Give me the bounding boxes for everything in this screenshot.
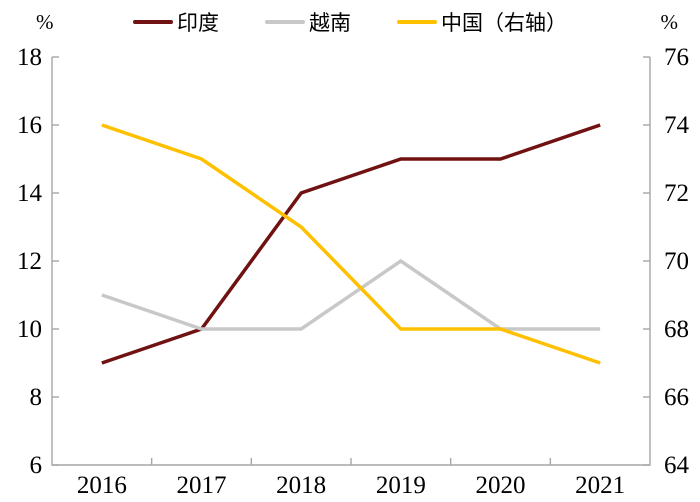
left-axis-tick-label: 18 [17, 44, 42, 71]
chart-header: % 印度 越南 中国（右轴） % [0, 6, 700, 38]
legend-item-vietnam: 越南 [265, 7, 351, 37]
left-axis-tick-label: 10 [17, 316, 42, 343]
right-axis-unit-label: % [660, 10, 679, 34]
legend: 印度 越南 中国（右轴） [0, 6, 700, 38]
china-series-line [101, 123, 601, 365]
legend-item-india: 印度 [133, 7, 219, 37]
right-axis-tick-label: 72 [664, 180, 689, 207]
china-legend-label: 中国（右轴） [441, 12, 567, 35]
x-axis-category-label: 2018 [276, 472, 326, 499]
right-axis-tick-label: 64 [664, 452, 690, 479]
india-legend-label: 印度 [177, 12, 219, 35]
india-line-swatch [133, 20, 173, 24]
vietnam-legend-label: 越南 [309, 12, 351, 35]
right-axis-tick-label: 68 [664, 316, 689, 343]
x-axis-category-label: 2016 [77, 472, 127, 499]
left-axis-tick-label: 16 [17, 112, 42, 139]
left-axis-tick-label: 12 [17, 248, 42, 275]
right-axis-tick-label: 74 [664, 112, 690, 139]
right-axis-tick-label: 76 [664, 44, 689, 71]
china-line-swatch [397, 20, 437, 24]
x-axis-category-label: 2020 [476, 472, 526, 499]
x-axis-category-label: 2021 [575, 472, 625, 499]
right-axis-tick-label: 66 [664, 384, 689, 411]
x-axis-category-label: 2017 [177, 472, 227, 499]
right-axis-tick-label: 70 [664, 248, 689, 275]
legend-item-china: 中国（右轴） [397, 7, 567, 37]
left-axis-tick-label: 14 [17, 180, 43, 207]
left-axis-tick-label: 8 [30, 384, 43, 411]
left-axis-tick-label: 6 [30, 452, 43, 479]
vietnam-series-line [101, 258, 601, 331]
x-axis-category-label: 2019 [376, 472, 426, 499]
left-axis-unit-label: % [36, 10, 54, 34]
vietnam-line-swatch [265, 20, 305, 24]
india-series-line [101, 123, 601, 365]
axis-frame [51, 57, 651, 466]
